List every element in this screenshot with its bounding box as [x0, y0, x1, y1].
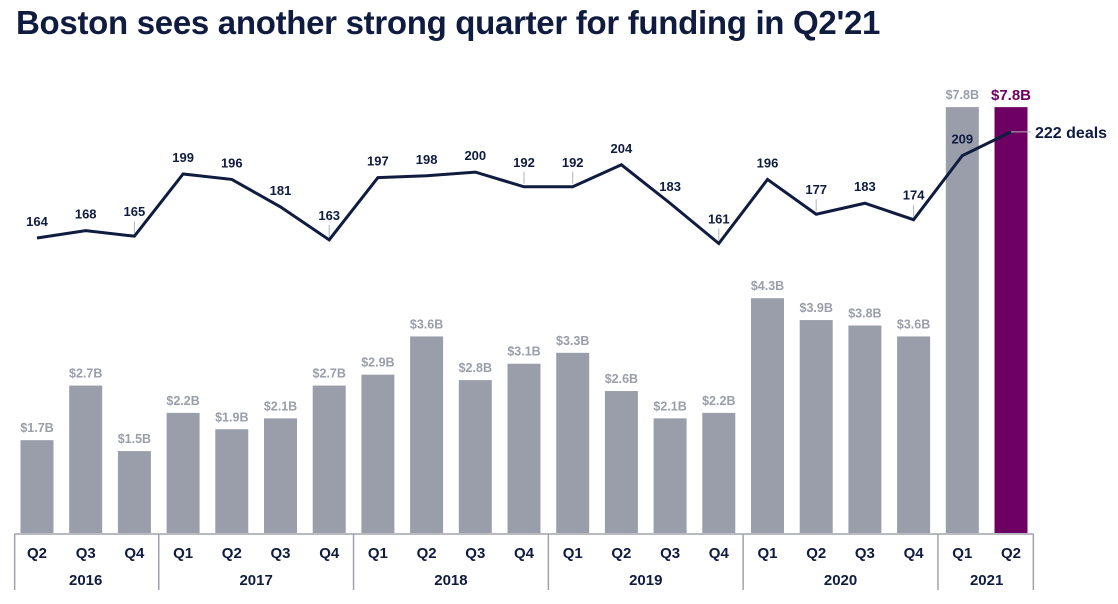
- bar-label: $3.1B: [507, 345, 540, 359]
- quarter-tick-label: Q1: [952, 545, 972, 562]
- bar: [653, 418, 687, 533]
- bar-label: $3.9B: [800, 301, 833, 315]
- bar-label: $2.6B: [605, 372, 638, 386]
- bar: [994, 107, 1028, 534]
- year-label: 2019: [629, 572, 662, 589]
- year-label: 2021: [970, 572, 1003, 589]
- bar: [751, 298, 784, 533]
- deal-label: 196: [757, 155, 779, 170]
- bar: [702, 412, 736, 533]
- quarter-tick-label: Q3: [660, 545, 680, 562]
- deal-label: 183: [854, 179, 876, 194]
- deal-label: 181: [270, 183, 292, 198]
- deal-label: 163: [318, 208, 340, 223]
- deal-label: 199: [172, 150, 194, 165]
- deal-label: 177: [805, 182, 827, 197]
- quarter-tick-label: Q2: [611, 545, 631, 562]
- quarter-tick-label: Q3: [270, 545, 290, 562]
- x-axis: Q2 Q3 Q4 Q1 Q2 Q3 Q4 Q1 Q2 Q3 Q4 Q1 Q2 Q3 Q4 Q1 Q2 Q3 Q4 Q1…: [13, 533, 1035, 590]
- deal-label: 196: [221, 155, 243, 170]
- bar: [166, 412, 200, 533]
- quarter-tick-label: Q3: [76, 545, 96, 562]
- bar: [117, 451, 151, 533]
- year-label: 2020: [824, 572, 857, 589]
- end-deal-label: 222 deals: [1035, 125, 1107, 142]
- quarter-tick-label: Q1: [173, 545, 193, 562]
- quarter-tick-label: Q2: [806, 545, 826, 562]
- bar: [410, 336, 444, 533]
- bar-label: $1.9B: [215, 410, 248, 424]
- deal-label: 192: [513, 155, 535, 170]
- bar-label: $2.7B: [313, 367, 346, 381]
- deal-label: 164: [26, 214, 48, 229]
- bar: [604, 391, 638, 533]
- deal-label: 200: [464, 148, 486, 163]
- quarter-tick-label: Q4: [904, 545, 925, 562]
- bar-label: $2.8B: [459, 361, 492, 375]
- quarter-tick-label: Q1: [368, 545, 388, 562]
- bar: [897, 336, 931, 533]
- bar-label: $7.8B: [991, 87, 1031, 104]
- bars-layer: $1.7B $2.7B $1.5B $2.2B $1.9B $2.1B $2.7B $2.9B…: [20, 87, 1031, 534]
- bar-label: $2.2B: [166, 394, 199, 408]
- chart-title: Boston sees another strong quarter for f…: [16, 4, 881, 41]
- year-label: 2016: [69, 572, 102, 589]
- bar: [945, 107, 979, 534]
- bar-label: $4.3B: [751, 279, 784, 293]
- deal-label: 198: [416, 152, 438, 167]
- bar-label: $2.7B: [69, 367, 102, 381]
- bar: [312, 385, 346, 533]
- bar: [556, 352, 590, 533]
- bar: [20, 440, 54, 533]
- bar-label: $3.6B: [897, 317, 930, 331]
- bar: [69, 385, 103, 533]
- bar-label: $2.9B: [361, 356, 394, 370]
- line-layer: 164 168 165 199 196 181 163 197 198 200 192 192 204 1…: [26, 125, 1107, 246]
- quarter-tick-label: Q1: [757, 545, 777, 562]
- quarter-tick-label: Q2: [222, 545, 242, 562]
- bar-label: $3.6B: [410, 317, 443, 331]
- deal-label: 204: [611, 141, 633, 156]
- bar: [848, 325, 882, 533]
- deal-label: 209: [951, 132, 973, 147]
- bar: [799, 320, 833, 533]
- bar: [215, 429, 249, 533]
- quarter-tick-label: Q2: [417, 545, 437, 562]
- bar: [361, 374, 395, 533]
- year-label: 2017: [239, 572, 272, 589]
- bar-label: $2.2B: [702, 394, 735, 408]
- deal-label: 165: [124, 204, 146, 219]
- bar: [264, 418, 297, 533]
- quarter-tick-label: Q2: [27, 545, 47, 562]
- bar-label: $1.5B: [118, 432, 151, 446]
- bar-label: $3.8B: [848, 307, 881, 321]
- deal-label: 183: [659, 179, 681, 194]
- year-label: 2018: [434, 572, 467, 589]
- deal-label: 168: [75, 207, 97, 222]
- quarter-tick-label: Q3: [465, 545, 485, 562]
- deal-label: 197: [367, 154, 389, 169]
- deal-label: 192: [562, 155, 584, 170]
- bar-label: $7.8B: [946, 88, 979, 102]
- deal-label: 174: [903, 188, 925, 203]
- bar: [458, 380, 492, 533]
- bar-label: $3.3B: [556, 334, 589, 348]
- deals-line: [36, 130, 1012, 246]
- quarter-tick-label: Q3: [855, 545, 875, 562]
- quarter-tick-label: Q4: [514, 545, 535, 562]
- bar-label: $1.7B: [20, 421, 53, 435]
- quarter-tick-label: Q4: [319, 545, 340, 562]
- quarter-tick-label: Q1: [563, 545, 583, 562]
- bar-label: $2.1B: [653, 399, 686, 413]
- deal-label: 161: [708, 211, 730, 226]
- quarter-tick-label: Q4: [124, 545, 145, 562]
- quarter-tick-label: Q4: [709, 545, 730, 562]
- bar: [507, 363, 541, 533]
- quarter-tick-label: Q2: [1001, 545, 1021, 562]
- bar-label: $2.1B: [264, 399, 297, 413]
